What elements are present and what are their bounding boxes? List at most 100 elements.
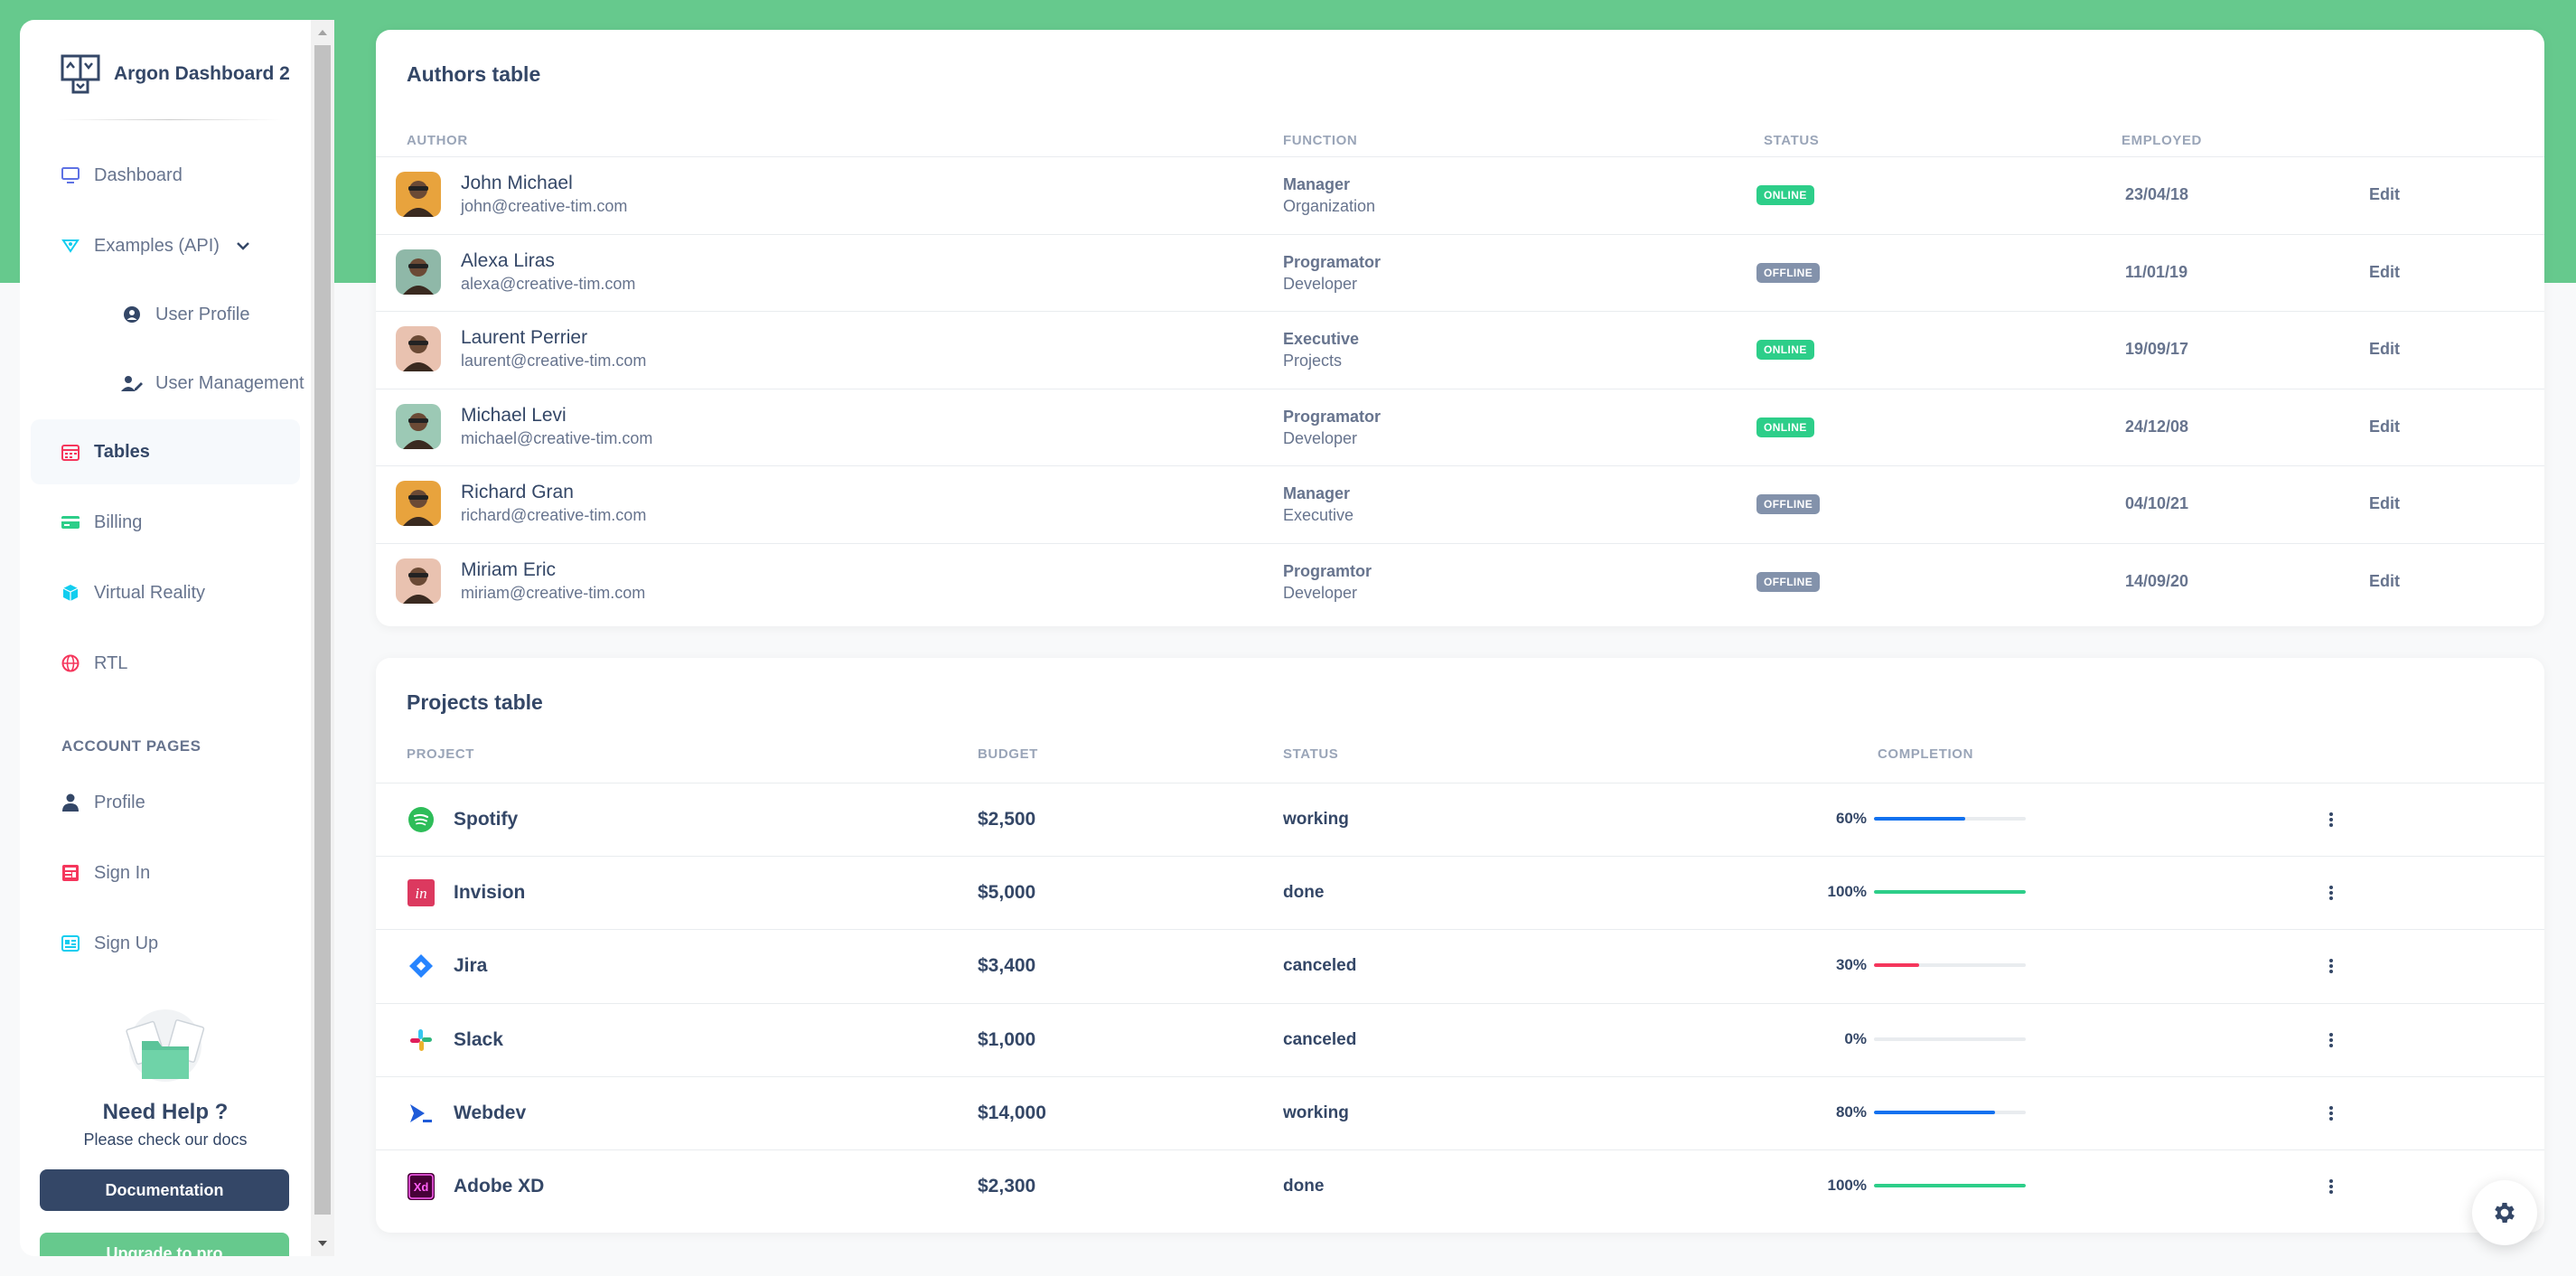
authors-table-title: Authors table [407,62,541,86]
more-vertical-icon[interactable] [2320,882,2342,904]
sidebar-item-label: Sign Up [94,933,159,953]
sidebar-item-rtl[interactable]: RTL [31,631,300,696]
sidebar-scrollbar[interactable] [311,20,334,1256]
edit-cell: Edit [2369,418,2400,436]
progress-bar [1874,817,2026,821]
edit-link[interactable]: Edit [2369,185,2400,203]
status-cell: Online [1756,340,1814,361]
avatar [396,403,441,449]
jira-icon [407,952,436,980]
author-name: Alexa Liras [461,249,555,271]
project-budget: $3,400 [978,955,1036,977]
status-badge: Online [1756,340,1814,361]
sidebar-item-label: User Management [155,372,304,393]
author-email: laurent@creative-tim.com [461,352,647,371]
status-cell: Offline [1756,572,1821,592]
author-department: Developer [1283,584,1358,602]
edit-link[interactable]: Edit [2369,340,2400,359]
table-row: Jira $3,400 canceled 30% [376,929,2544,1002]
project-status: working [1283,1102,1349,1122]
function-cell: Executive Projects [1283,330,1359,371]
project-status: canceled [1283,956,1357,976]
column-header-employed: Employed [2122,133,2202,148]
more-vertical-icon[interactable] [2320,955,2342,977]
credit-card-icon [60,511,81,533]
author-role: Manager [1283,484,1351,503]
budget-cell: $2,300 [978,1176,1035,1197]
sign-in-icon [60,862,81,884]
brand[interactable]: Argon Dashboard 2 [60,47,290,101]
status-cell: Offline [1756,262,1821,283]
project-budget: $2,500 [978,809,1036,830]
sidebar-item-billing[interactable]: Billing [31,490,300,555]
employed-cell: 23/04/18 [2125,185,2188,204]
progress-bar [1874,890,2026,895]
upgrade-button[interactable]: Upgrade to pro [40,1233,289,1256]
svg-text:Xd: Xd [414,1180,429,1194]
more-vertical-icon[interactable] [2320,1102,2342,1124]
budget-cell: $14,000 [978,1102,1046,1124]
sidebar-item-tables[interactable]: Tables [31,419,300,484]
sidebar-item-user-profile[interactable]: User Profile [70,282,305,347]
help-card: Need Help ? Please check our docs [20,1005,311,1149]
status-badge: Online [1756,417,1814,437]
edit-link[interactable]: Edit [2369,417,2400,436]
more-vertical-icon[interactable] [2320,809,2342,830]
sidebar-item-sign-up[interactable]: Sign Up [31,911,300,976]
author-department: Organization [1283,197,1376,215]
more-vertical-icon[interactable] [2320,1029,2342,1051]
row-menu-cell [2320,809,2342,830]
globe-icon [60,652,81,674]
sidebar-item-virtual-reality[interactable]: Virtual Reality [31,560,300,625]
scroll-down-arrow-icon[interactable] [311,1231,334,1256]
project-name: Slack [454,1028,503,1050]
edit-link[interactable]: Edit [2369,494,2400,513]
author-cell: Laurent Perrier laurent@creative-tim.com [396,326,647,372]
section-title-account-pages: ACCOUNT PAGES [61,737,201,755]
author-name: Laurent Perrier [461,327,588,349]
completion-percent: 60% [1835,810,1867,827]
user-circle-icon [121,304,143,325]
settings-button[interactable] [2472,1180,2537,1245]
svg-text:in: in [415,885,426,902]
employed-date: 23/04/18 [2125,185,2189,203]
edit-link[interactable]: Edit [2369,572,2400,590]
completion-percent: 100% [1827,883,1867,901]
completion-cell: 60% [1827,810,2026,828]
progress-bar-fill [1874,1184,2026,1187]
employed-date: 11/01/19 [2125,262,2188,281]
documentation-button[interactable]: Documentation [40,1169,289,1211]
table-row: Spotify $2,500 working 60% [376,783,2544,856]
author-name: Richard Gran [461,482,574,503]
sidebar-item-profile[interactable]: Profile [31,770,300,835]
employed-cell: 11/01/19 [2125,263,2187,282]
sidebar-item-label: Sign In [94,862,151,883]
avatar [396,326,441,372]
scroll-up-arrow-icon[interactable] [311,20,334,45]
column-header-project: Project [407,746,475,762]
status-cell: working [1283,810,1349,830]
sidebar-item-label: Virtual Reality [94,582,206,603]
sidebar-item-examples-api[interactable]: Examples (API) [31,213,300,278]
more-vertical-icon[interactable] [2320,1176,2342,1197]
chevron-down-icon[interactable] [236,240,250,251]
status-badge: Offline [1756,572,1821,592]
sidebar-item-user-management[interactable]: User Management [70,351,305,416]
author-department: Projects [1283,352,1343,371]
row-menu-cell [2320,882,2342,904]
author-department: Developer [1283,274,1358,293]
budget-cell: $3,400 [978,955,1035,977]
row-menu-cell [2320,1029,2342,1051]
status-cell: canceled [1283,1030,1356,1050]
person-icon [60,792,81,813]
column-header-status: Status [1283,746,1339,762]
project-name: Spotify [454,809,519,830]
project-name: Jira [454,955,488,977]
edit-link[interactable]: Edit [2369,262,2400,281]
sign-up-icon [60,933,81,954]
row-menu-cell [2320,955,2342,977]
employed-cell: 14/09/20 [2125,572,2188,591]
sidebar-item-dashboard[interactable]: Dashboard [31,143,300,208]
sidebar-item-sign-in[interactable]: Sign In [31,840,300,905]
scrollbar-thumb[interactable] [314,45,331,1215]
